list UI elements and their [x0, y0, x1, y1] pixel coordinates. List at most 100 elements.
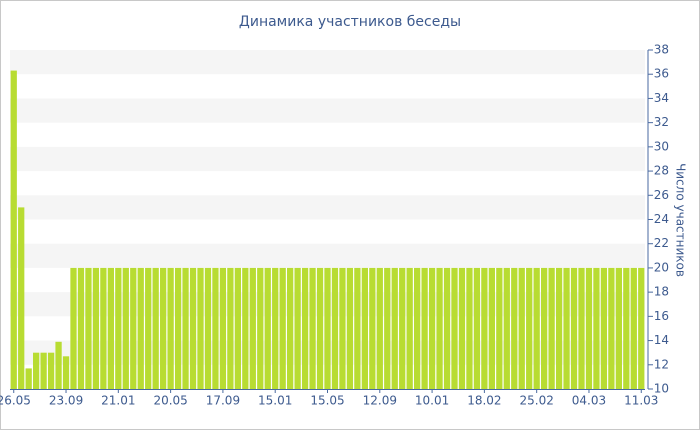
y-tick-label: 10 — [654, 382, 669, 396]
grid-band — [10, 98, 645, 123]
bar — [548, 267, 555, 389]
bar — [287, 267, 294, 389]
bar — [600, 267, 608, 389]
bar — [294, 267, 301, 389]
bar — [533, 267, 540, 389]
bar — [414, 267, 421, 389]
x-tick-label: 21.01 — [101, 394, 135, 408]
bar — [160, 267, 167, 389]
bar — [40, 352, 47, 389]
bar — [62, 356, 70, 389]
bar — [227, 267, 234, 389]
bar — [406, 267, 413, 389]
bar — [10, 70, 17, 389]
bar — [458, 267, 466, 389]
bar — [309, 267, 316, 389]
bar — [346, 267, 354, 389]
x-tick-label: 15.05 — [310, 394, 344, 408]
bar — [272, 267, 279, 389]
bar — [115, 267, 122, 389]
bar — [316, 267, 324, 389]
y-tick-label: 14 — [654, 333, 669, 347]
bar — [182, 267, 189, 389]
bar — [25, 368, 32, 389]
bar — [585, 267, 593, 389]
bar — [197, 267, 204, 389]
bar — [257, 267, 264, 389]
bar — [92, 267, 100, 389]
bar — [541, 267, 548, 389]
bar — [219, 267, 227, 389]
y-tick-label: 12 — [654, 357, 669, 371]
y-axis-label: Число участников — [674, 163, 688, 277]
y-tick-label: 18 — [654, 285, 669, 299]
y-tick-label: 32 — [654, 115, 669, 129]
y-tick-label: 34 — [654, 91, 669, 105]
bar — [77, 267, 85, 389]
bar — [526, 267, 533, 389]
chart-title: Динамика участников беседы — [239, 14, 461, 30]
x-tick-label: 20.05 — [153, 394, 187, 408]
bar — [481, 267, 488, 389]
bar — [70, 267, 77, 389]
bar — [33, 352, 40, 389]
bar — [130, 267, 137, 389]
bar — [593, 267, 600, 389]
bar — [55, 341, 62, 389]
bar — [354, 267, 361, 389]
bar — [451, 267, 458, 389]
x-tick-label: 18.02 — [467, 394, 501, 408]
y-tick-label: 28 — [654, 164, 669, 178]
bar — [496, 267, 503, 389]
bar — [107, 267, 114, 389]
bar — [443, 267, 451, 389]
bar — [264, 267, 271, 389]
bar — [384, 267, 391, 389]
y-tick-label: 26 — [654, 188, 669, 202]
bar — [376, 267, 383, 389]
bar — [399, 267, 406, 389]
x-tick-label: 25.02 — [519, 394, 553, 408]
y-tick-label: 30 — [654, 139, 669, 153]
x-tick-label: 12.09 — [363, 394, 397, 408]
bar — [511, 267, 518, 389]
bar — [623, 267, 630, 389]
y-tick-label: 22 — [654, 236, 669, 250]
bar — [122, 267, 129, 389]
y-tick-label: 38 — [654, 43, 669, 57]
bar — [47, 352, 55, 389]
bar — [100, 267, 107, 389]
bar — [555, 267, 563, 389]
bar — [18, 207, 25, 389]
bar — [503, 267, 510, 389]
bar — [578, 267, 585, 389]
bar — [234, 267, 241, 389]
x-tick-label: 10.01 — [415, 394, 449, 408]
bar — [145, 267, 152, 389]
grid-band — [10, 50, 645, 75]
x-tick-label: 15.01 — [258, 394, 292, 408]
bar — [152, 267, 159, 389]
bar — [189, 267, 197, 389]
bar — [137, 267, 144, 389]
y-tick-label: 16 — [654, 309, 669, 323]
grid-band — [10, 146, 645, 172]
bar — [436, 267, 443, 389]
bar — [563, 267, 570, 389]
x-tick-label: 04.03 — [572, 394, 606, 408]
bar — [361, 267, 368, 389]
bar — [473, 267, 481, 389]
grid-band — [10, 243, 645, 268]
bar — [391, 267, 398, 389]
bar — [428, 267, 436, 389]
y-tick-label: 36 — [654, 67, 669, 81]
bar — [204, 267, 212, 389]
bar — [249, 267, 256, 389]
bar — [167, 267, 174, 389]
y-tick-label: 24 — [654, 212, 669, 226]
bar — [488, 267, 495, 389]
x-tick-label: 11.03 — [624, 394, 658, 408]
bar — [608, 267, 615, 389]
bar — [570, 267, 578, 389]
